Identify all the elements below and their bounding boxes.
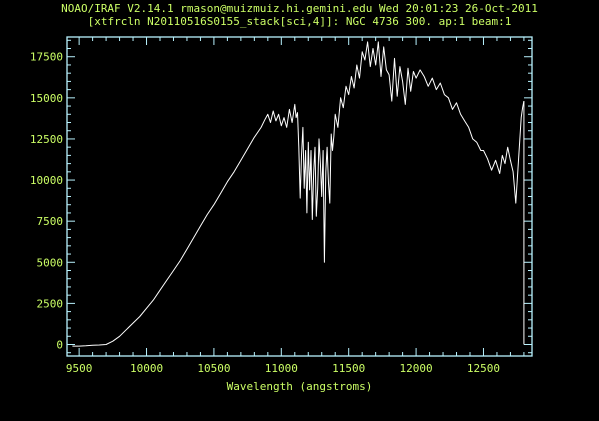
y-tick-labels: 0 2500 5000 7500 10000 12500 15000 17500 — [30, 51, 63, 352]
y-tick-label: 12500 — [30, 133, 63, 146]
y-tick-label: 17500 — [30, 51, 63, 64]
x-axis-label: Wavelength (angstroms) — [227, 380, 373, 393]
y-tick-label: 15000 — [30, 92, 63, 105]
x-tick-label: 11500 — [332, 362, 365, 375]
header-line-2: [xtfrcln N20110516S0155_stack[sci,4]]: N… — [87, 15, 512, 28]
plot-border — [66, 36, 533, 357]
y-tick-label: 0 — [56, 338, 63, 351]
x-tick-label: 11000 — [265, 362, 298, 375]
series-group — [72, 41, 525, 347]
x-tick-label: 12500 — [467, 362, 500, 375]
header-line-1: NOAO/IRAF V2.14.1 rmason@muizmuiz.hi.gem… — [61, 2, 538, 15]
x-tick-labels: 9500 10000 10500 11000 11500 12000 12500 — [66, 362, 500, 375]
axis-ticks — [67, 37, 532, 356]
y-tick-label: 5000 — [37, 256, 64, 269]
x-tick-label: 10000 — [130, 362, 163, 375]
x-tick-label: 9500 — [66, 362, 93, 375]
y-tick-label: 10000 — [30, 174, 63, 187]
x-tick-label: 12000 — [400, 362, 433, 375]
plot-frame — [66, 36, 533, 357]
spectrum-line-0 — [72, 41, 525, 347]
y-tick-label: 2500 — [37, 297, 64, 310]
y-tick-label: 7500 — [37, 215, 64, 228]
x-tick-label: 10500 — [197, 362, 230, 375]
